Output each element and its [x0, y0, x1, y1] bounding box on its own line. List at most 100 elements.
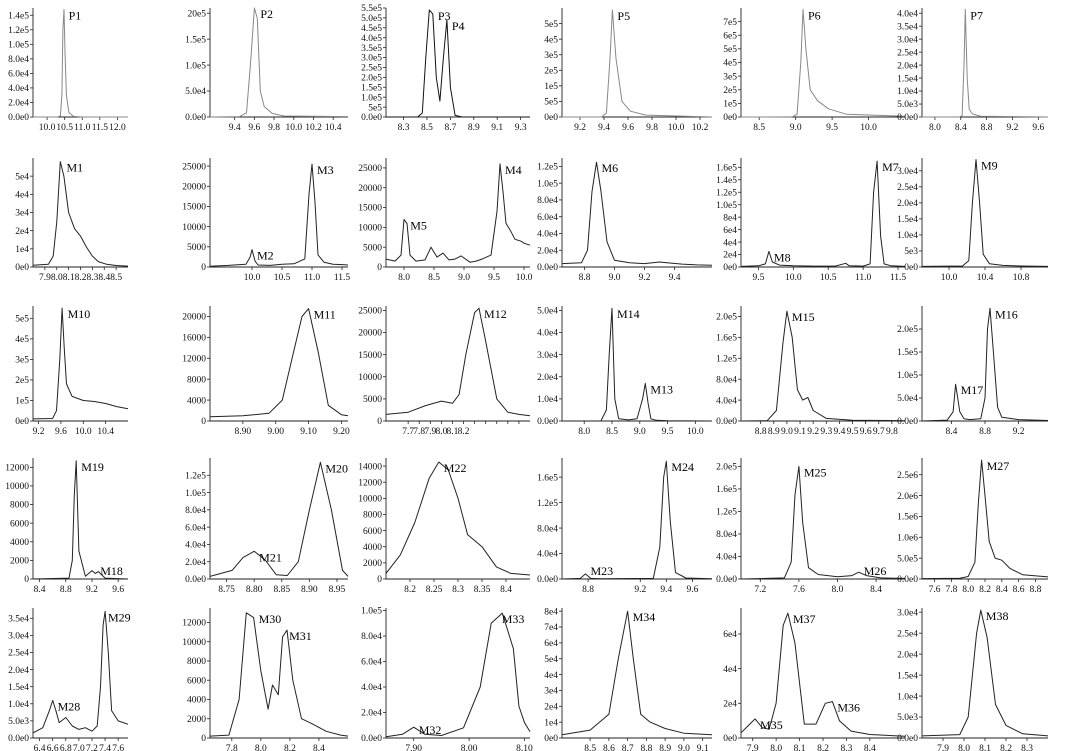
chart-27-ytick-label: 0.0e0 — [361, 734, 382, 744]
chart-29: 0e0 2e4 4e4 6e4 7.9 8.0 8.1 8.2 8.3 8.4 M37 M35 M36 — [723, 608, 906, 751]
chart-17-xtick-label: 9.8 — [886, 427, 898, 437]
chart-29-peak-label: M35 — [760, 718, 783, 732]
chart-10-xtick-label: 8.8 — [579, 273, 591, 283]
chart-5-ytick-label: 4e5 — [723, 59, 737, 69]
chart-29-ytick-label: 0e0 — [723, 734, 737, 744]
chart-15-xtick-label: 7.9 — [424, 427, 436, 437]
chart-13-peak-label: M10 — [68, 307, 91, 321]
chart-30-ytick-label: 2.0e4 — [897, 650, 918, 660]
chart-10-ytick-label: 8.0e4 — [537, 196, 558, 206]
chart-22-ytick-label: 1.2e5 — [537, 499, 558, 509]
chart-30-xtick-label: 8.0 — [958, 744, 970, 751]
chart-4-xtick-label: 10.2 — [692, 123, 709, 133]
chart-21-ytick-label: 0 — [377, 575, 382, 585]
chart-10-xtick-label: 9.0 — [609, 273, 621, 283]
chart-17-ytick-label: 0.0e0 — [716, 417, 737, 427]
chart-27-peak-label: M32 — [419, 723, 442, 737]
chart-20-xtick-label: 8.85 — [273, 585, 290, 595]
chart-25-trace — [32, 610, 129, 734]
chart-19-xtick-label: 9.2 — [86, 585, 98, 595]
chart-25: 0.0e0 5.0e3 1.0e4 1.5e4 2.0e4 2.5e4 3.0e4 3.5e4… — [8, 608, 131, 751]
chart-24-xtick-label: 7.8 — [945, 585, 957, 595]
chart-19-ytick-label: 8000 — [10, 501, 29, 511]
chart-20-trace — [209, 461, 349, 577]
chart-4-axes — [561, 8, 712, 118]
chart-19-ytick-label: 10000 — [5, 482, 29, 492]
chart-21-trace — [385, 461, 531, 576]
chart-24-ytick-label: 0.0e0 — [897, 575, 918, 585]
chart-27: 0.0e0 2.0e4 4.0e4 6.0e4 8.0e4 1.0e5 7.90 8.00 8.… — [361, 607, 533, 751]
chart-8-ytick-label: 5000 — [187, 243, 206, 253]
chart-20-peak-label: M21 — [259, 550, 282, 564]
chart-15-axes — [385, 306, 530, 422]
chart-4-ytick-label: 3e5 — [544, 51, 558, 61]
chart-18-axes — [921, 306, 1048, 422]
chart-13-ytick-label: 1e5 — [15, 397, 29, 407]
chart-12-ytick-label: 1.5e4 — [897, 215, 918, 225]
chart-13-ytick-label: 3e5 — [15, 356, 29, 366]
chart-6-axes — [921, 8, 1048, 118]
chart-13-xtick-label: 9.2 — [33, 427, 45, 437]
chart-5-ytick-label: 7e5 — [723, 18, 737, 28]
chart-17-ytick-label: 8.0e4 — [716, 375, 737, 385]
chart-30-ytick-label: 0.0e0 — [897, 734, 918, 744]
chart-21-ytick-label: 12000 — [358, 478, 382, 488]
chart-3-ytick-label: 5.0e5 — [361, 14, 382, 24]
chart-24-xtick-label: 8.8 — [1029, 585, 1041, 595]
chart-3-xtick-label: 8.9 — [468, 123, 480, 133]
chart-28-axes — [561, 608, 712, 739]
chart-14-trace — [209, 308, 349, 418]
chart-28-ytick-label: 3e4 — [544, 687, 558, 697]
chart-23-ytick-label: 1.6e5 — [716, 485, 737, 495]
chart-15-xtick-label: 8.0 — [435, 427, 447, 437]
chart-26-ytick-label: 4000 — [187, 696, 206, 706]
chart-28-xtick-label: 8.6 — [603, 744, 615, 751]
chart-6-peak-label: P7 — [970, 8, 983, 22]
chart-23-xtick-label: 7.6 — [793, 585, 805, 595]
chart-17-xtick-label: 9.6 — [860, 427, 872, 437]
chart-12-trace — [921, 159, 1049, 267]
chart-27-ytick-label: 6.0e4 — [361, 658, 382, 668]
chart-29-ytick-label: 4e4 — [723, 665, 737, 675]
chart-20-ytick-label: 8.0e4 — [185, 506, 206, 516]
chart-25-peak-label: M28 — [58, 699, 81, 713]
chart-8-xtick-label: 10.0 — [244, 273, 261, 283]
chart-7-xtick-label: 8.2 — [75, 273, 87, 283]
chart-4-xtick-label: 9.2 — [574, 123, 586, 133]
chart-20: 0.0e0 2.0e4 4.0e4 6.0e4 8.0e4 1.0e5 1.2e5 8.75 8… — [185, 458, 349, 595]
chart-13-xtick-label: 9.6 — [55, 427, 67, 437]
chart-30-ytick-label: 1.5e4 — [897, 671, 918, 681]
chart-21-ytick-label: 6000 — [363, 527, 382, 537]
chart-3-ytick-label: 5.5e5 — [361, 4, 382, 14]
chart-2-xtick-label: 10.2 — [305, 123, 322, 133]
chart-11-ytick-label: 4e4 — [723, 238, 737, 248]
chart-2-peak-label: P2 — [260, 7, 273, 21]
chart-5: 0e0 1e5 2e5 3e5 4e5 5e5 6e5 7e5 8.5 9.0 9.5 10.0 P6 — [723, 8, 906, 133]
chart-17-xtick-label: 9.3 — [820, 427, 832, 437]
chart-16-ytick-label: 0.0e0 — [537, 417, 558, 427]
chart-15-xtick-label: 7.7 — [402, 427, 414, 437]
chart-20-xtick-label: 8.75 — [218, 585, 235, 595]
chart-24-ytick-label: 2.0e6 — [897, 492, 918, 502]
chart-4-ytick-label: 5e5 — [544, 20, 558, 30]
chart-26-peak-label: M30 — [259, 612, 282, 626]
chart-9-ytick-label: 5000 — [363, 243, 382, 253]
chart-9-xtick-label: 8.0 — [398, 273, 410, 283]
chart-19: 0 2000 4000 6000 8000 10000 12000 8.4 8.8 9.2 9.6 M… — [5, 458, 129, 595]
chart-9-xtick-label: 10.0 — [516, 273, 533, 283]
chart-6-ytick-label: 2.0e4 — [897, 61, 918, 71]
chart-14-peak-label: M11 — [314, 308, 336, 322]
chart-20-ytick-label: 4.0e4 — [185, 541, 206, 551]
chart-21-ytick-label: 10000 — [358, 495, 382, 505]
chart-18: 0.0e0 5.0e4 1.0e5 1.5e5 2.0e5 8.4 8.8 9.2 M16 M17 — [897, 306, 1049, 437]
chart-1-ytick-label: 1.4e5 — [8, 11, 29, 21]
chart-20-ytick-label: 1.0e5 — [185, 489, 206, 499]
chart-22: 0.0e0 4.0e4 8.0e4 1.2e5 1.6e5 8.8 9.2 9.4 9.6 M24… — [537, 458, 713, 595]
chart-1-ytick-label: 8.0e4 — [8, 55, 29, 65]
chart-30-xtick-label: 8.2 — [1000, 744, 1012, 751]
chart-22-xtick-label: 9.4 — [660, 585, 672, 595]
chart-24-xtick-label: 7.6 — [929, 585, 941, 595]
chart-16: 0.0e0 1.0e4 2.0e4 3.0e4 4.0e4 5.0e4 8.0 8.5 9.0 9… — [537, 306, 713, 437]
chart-1-xtick-label: 11.5 — [92, 123, 109, 133]
chart-25-xtick-label: 7.6 — [112, 744, 124, 751]
